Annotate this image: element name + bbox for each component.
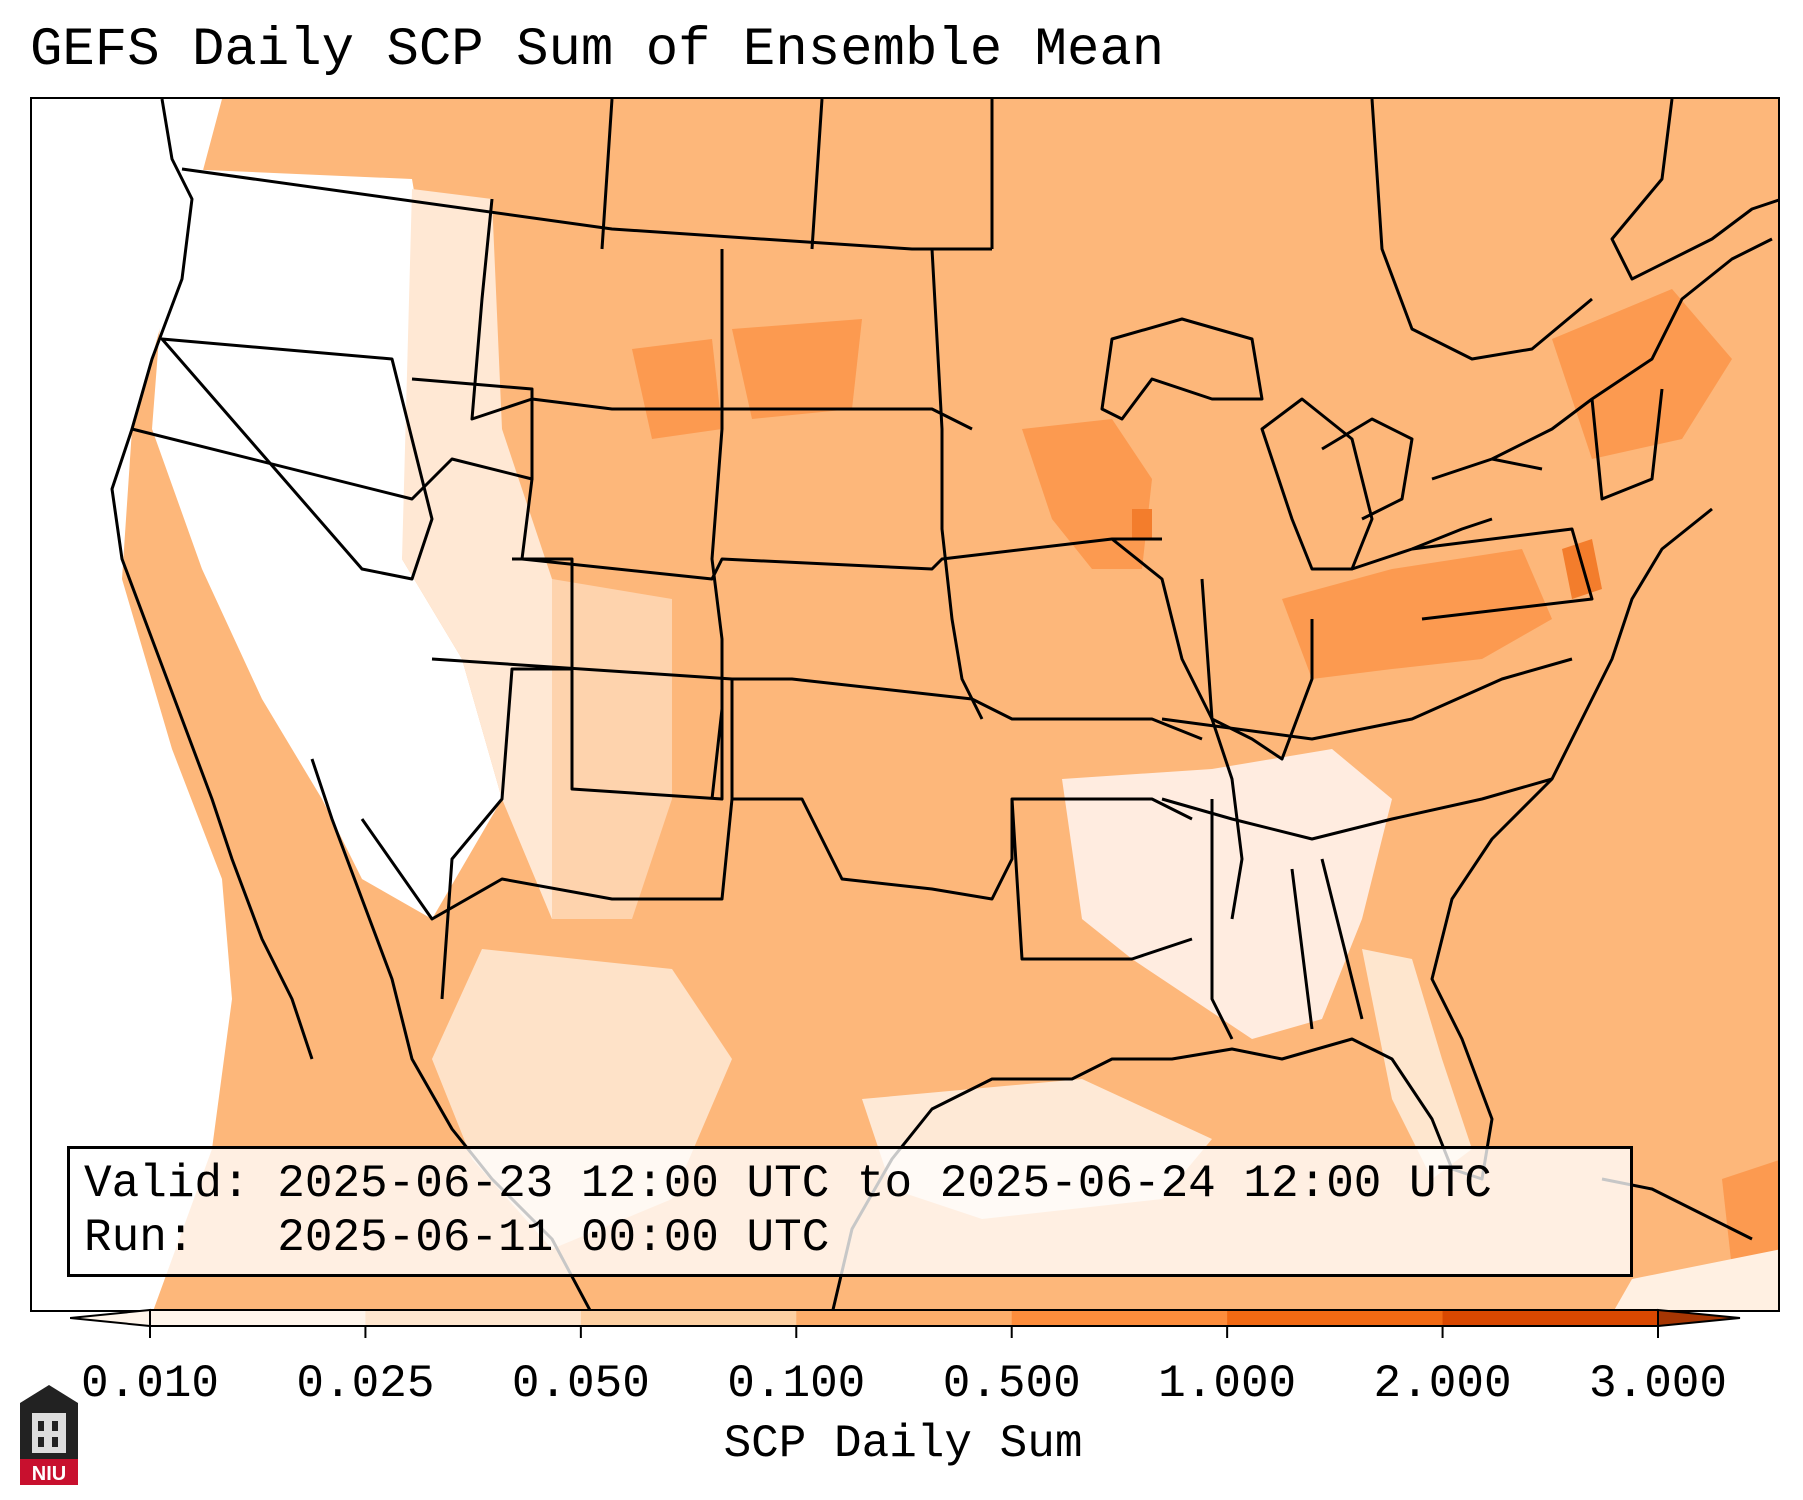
tennessee-carolina-border — [1161, 777, 1553, 841]
wisconsin-peak-area — [1132, 509, 1152, 539]
valid-time-text: Valid: 2025-06-23 12:00 UTC to 2025-06-2… — [84, 1158, 1492, 1210]
map-title: GEFS Daily SCP Sum of Ensemble Mean — [30, 20, 1165, 81]
deep-south-state-lines — [1210, 799, 1364, 1040]
southwest-mid-area — [552, 579, 672, 919]
washington-oregon-border — [160, 337, 434, 581]
wyoming-nebraska-border — [520, 478, 1162, 581]
montana-wyoming-border — [470, 198, 973, 431]
colorbar-segment — [580, 1310, 797, 1326]
lake-erie-shore — [1351, 517, 1493, 571]
new-england-high-area — [1552, 289, 1732, 459]
colorbar-tick-label: 0.050 — [511, 1358, 650, 1410]
colorbar-ticks — [149, 1326, 1659, 1338]
valid-run-info-box: Valid: 2025-06-23 12:00 UTC to 2025-06-2… — [67, 1146, 1633, 1277]
maritime-provinces-coast — [1610, 99, 1778, 281]
colorbar — [70, 1308, 1741, 1338]
north-dakota-high-area — [732, 319, 862, 419]
canadian-province-borders — [600, 99, 994, 250]
southeast-low-scp-area — [1062, 749, 1392, 1039]
pacific-ocean-area — [32, 99, 232, 1310]
colorbar-segment — [1442, 1310, 1659, 1326]
montana-high-area — [632, 339, 722, 439]
new-mexico-border — [570, 669, 724, 801]
atlantic-high-area — [1722, 1160, 1778, 1279]
colorbar-segment — [796, 1310, 1013, 1326]
colorbar-tick-label: 3.000 — [1588, 1358, 1728, 1410]
colorbar-segment — [365, 1310, 582, 1326]
lake-huron-shore — [1321, 417, 1414, 521]
lake-superior-shore — [1100, 317, 1264, 421]
illinois-indiana-borders — [1200, 578, 1314, 761]
colorbar-segment — [150, 1310, 366, 1326]
new-england-state-lines — [1590, 388, 1664, 501]
colorbar-tick-label: 0.010 — [80, 1358, 220, 1410]
colorbar-tick-label: 2.000 — [1373, 1358, 1512, 1410]
colorbar-tick-label: 1.000 — [1158, 1358, 1297, 1410]
wisconsin-high-area — [1022, 419, 1152, 569]
colorbar-segment — [1227, 1310, 1444, 1326]
colorbar-label: SCP Daily Sum — [723, 1418, 1083, 1470]
quebec-border — [1370, 99, 1593, 361]
logo-red-band — [20, 1459, 78, 1485]
map-panel — [30, 97, 1780, 1312]
lower-michigan — [1260, 397, 1374, 571]
logo-building-icon — [32, 1413, 66, 1453]
niu-logo: NIU — [20, 1385, 78, 1485]
colorbar-segments — [149, 1309, 1659, 1327]
florida-light-area — [1362, 949, 1472, 1179]
pennsylvania-border — [1411, 527, 1594, 621]
run-time-text: Run: 2025-06-11 00:00 UTC — [84, 1212, 830, 1264]
boundaries — [110, 99, 1778, 1310]
oregon-idaho-border — [131, 377, 534, 501]
ohio-pennsylvania-high-area — [1282, 549, 1552, 679]
new-york-new-england-border — [1491, 237, 1773, 461]
pacific-coastline — [110, 99, 314, 1060]
texas-oklahoma-border — [732, 797, 1193, 901]
caribbean-light-area — [1614, 1249, 1778, 1310]
colorbar-tick-label: 0.500 — [942, 1358, 1081, 1410]
colorbar-tick-label: 0.025 — [296, 1358, 435, 1410]
louisiana-arkansas-border — [1010, 798, 1193, 961]
map-canvas — [32, 99, 1778, 1310]
great-plains-state-lines — [710, 248, 984, 800]
colorbar-over-arrow — [1657, 1308, 1741, 1328]
colorbar-tick-label: 0.100 — [727, 1358, 866, 1410]
nevada-utah-arizona-borders — [440, 557, 574, 1000]
colorbar-under-arrow — [70, 1308, 151, 1328]
us-canada-border-west — [181, 167, 992, 251]
gulf-atlantic-coastline — [831, 507, 1713, 1310]
kentucky-virginia-border — [1161, 657, 1573, 741]
colorbar-segment — [1011, 1310, 1228, 1326]
logo-text: NIU — [32, 1463, 66, 1485]
